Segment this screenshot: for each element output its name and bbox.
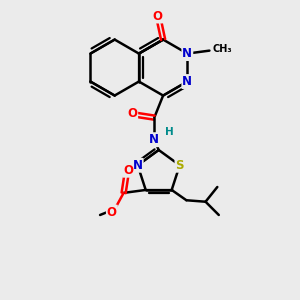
Text: O: O: [107, 206, 117, 218]
Text: CH₃: CH₃: [212, 44, 232, 54]
Text: N: N: [182, 75, 192, 88]
Text: H: H: [165, 127, 173, 137]
Text: O: O: [152, 10, 162, 22]
Text: O: O: [127, 107, 137, 120]
Text: N: N: [149, 133, 159, 146]
Text: N: N: [182, 47, 192, 60]
Text: N: N: [133, 159, 143, 172]
Text: O: O: [123, 164, 133, 177]
Text: S: S: [176, 159, 184, 172]
